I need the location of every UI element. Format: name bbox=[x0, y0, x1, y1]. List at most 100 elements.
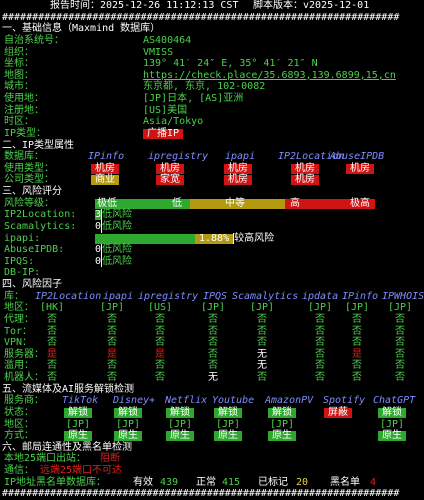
factor-value: 无 bbox=[208, 372, 218, 384]
factor-value: 否 bbox=[315, 313, 325, 325]
risk-level: 极低 bbox=[97, 197, 117, 209]
score-level: 低风险 bbox=[101, 209, 133, 221]
comm-status: 远端25端口不可达 bbox=[40, 465, 123, 477]
factor-value: [JP] bbox=[307, 302, 333, 314]
factor-value: 否 bbox=[315, 348, 325, 360]
section-title: 四、风险因子 bbox=[2, 279, 62, 291]
method-badge: 原生 bbox=[114, 431, 142, 442]
factor-value: 否 bbox=[155, 313, 165, 325]
score-source: IPQS: bbox=[4, 255, 35, 267]
blacklist-count: 439 bbox=[160, 476, 179, 488]
status-badge: 解锁 bbox=[114, 407, 142, 418]
field-value: Asia/Tokyo bbox=[143, 116, 204, 128]
factor-value: 否 bbox=[315, 325, 325, 337]
factor-value: 无 bbox=[257, 360, 267, 372]
factor-value: 否 bbox=[208, 325, 218, 337]
blacklist-label: 有效 bbox=[133, 476, 153, 488]
port-status: 阻断 bbox=[100, 453, 120, 465]
factor-value: 否 bbox=[315, 337, 325, 349]
field-label: 库： bbox=[4, 290, 24, 302]
factor-value: 否 bbox=[315, 360, 325, 372]
factor-value: 是 bbox=[107, 348, 117, 360]
version: v2025-12-01 bbox=[303, 0, 370, 11]
score-source: AbuseIPDB: bbox=[4, 244, 65, 256]
score-level: 低风险 bbox=[101, 220, 133, 233]
factor-value: 否 bbox=[107, 360, 117, 372]
company-badge: 商业 bbox=[91, 175, 119, 186]
status-badge: 解锁 bbox=[378, 407, 406, 418]
score-level: 低风险 bbox=[101, 255, 133, 268]
status-badge: 解锁 bbox=[166, 407, 194, 418]
risk-level: 中等 bbox=[225, 197, 245, 209]
method-badge: 原生 bbox=[268, 431, 296, 442]
report-time-label: 报告时间： bbox=[50, 0, 100, 11]
factor-value: 否 bbox=[257, 325, 267, 337]
factor-value: 否 bbox=[107, 372, 117, 384]
factor-value: 是 bbox=[155, 348, 165, 360]
risk-scale bbox=[190, 198, 285, 209]
field-label: 服务器： bbox=[4, 348, 44, 360]
db-name: AbuseIPDB bbox=[330, 151, 385, 163]
field-label: 使用类型： bbox=[4, 162, 54, 174]
factor-value: 否 bbox=[155, 360, 165, 372]
field-label: 使用地： bbox=[4, 93, 44, 105]
company-badge: 机房 bbox=[291, 175, 319, 186]
factor-value: 否 bbox=[47, 360, 57, 372]
score-level: 低风险 bbox=[101, 244, 133, 256]
method-badge: 原生 bbox=[214, 431, 242, 442]
factor-value: 否 bbox=[352, 325, 362, 337]
score-level: 较高风险 bbox=[233, 232, 275, 245]
factor-value: 否 bbox=[395, 360, 405, 372]
region-value: [JP] bbox=[269, 418, 295, 430]
risk-level: 低 bbox=[172, 197, 182, 209]
field-label: 注册地： bbox=[4, 104, 44, 116]
score-source: IP2Location: bbox=[4, 209, 77, 221]
factor-value: 否 bbox=[257, 372, 267, 384]
factor-value: [JP] bbox=[249, 302, 275, 314]
field-label: 代理： bbox=[4, 313, 34, 325]
status-badge: 解锁 bbox=[268, 407, 296, 418]
blacklist-count: 20 bbox=[296, 476, 309, 488]
provider-name: Disney+ bbox=[113, 395, 156, 407]
db-name: IPinfo bbox=[88, 151, 125, 163]
field-label: IP地址黑名单数据库： bbox=[4, 476, 107, 488]
usage-badge: 机房 bbox=[91, 163, 119, 174]
divider: ########################################… bbox=[2, 488, 400, 500]
method-badge: 原生 bbox=[166, 431, 194, 442]
factor-value: 是 bbox=[352, 348, 362, 360]
factor-value: 否 bbox=[208, 313, 218, 325]
factor-value: 否 bbox=[395, 337, 405, 349]
factor-value: 否 bbox=[395, 372, 405, 384]
factor-value: [JP] bbox=[200, 302, 226, 314]
factor-value: 是 bbox=[47, 348, 57, 360]
field-label: 组织： bbox=[4, 46, 34, 58]
factor-value: 否 bbox=[208, 337, 218, 349]
blacklist-label: 已标记 bbox=[258, 476, 288, 488]
score-source: DB-IP: bbox=[4, 267, 41, 279]
status-badge: 解锁 bbox=[214, 407, 242, 418]
field-value: https://check.place/35.6893,139.6899,15,… bbox=[143, 69, 396, 81]
factor-value: 否 bbox=[352, 313, 362, 325]
ip-type-badge: 广播IP bbox=[143, 128, 184, 139]
risk-scale bbox=[95, 198, 190, 209]
factor-value: 否 bbox=[107, 337, 117, 349]
db-name: IPinfo bbox=[342, 290, 379, 302]
factor-value: 否 bbox=[352, 360, 362, 372]
field-label: 状态： bbox=[4, 406, 34, 418]
risk-scale bbox=[285, 198, 375, 209]
field-label: 地区： bbox=[4, 302, 34, 314]
field-label: 数据库： bbox=[4, 151, 44, 163]
section-title: 二、IP类型属性 bbox=[2, 139, 75, 151]
field-label: VPN： bbox=[4, 337, 33, 349]
field-label: 地区： bbox=[4, 418, 34, 430]
factor-value: [US] bbox=[147, 302, 173, 314]
region-value: [JP] bbox=[115, 418, 141, 430]
db-name: IPWHOIS bbox=[382, 290, 424, 302]
field-label: 公司类型： bbox=[4, 174, 54, 186]
factor-value: 否 bbox=[395, 313, 405, 325]
db-name: IPQS bbox=[203, 290, 228, 302]
field-value: 东京都, 东京, 102-0082 bbox=[143, 81, 266, 93]
field-label: 服务商： bbox=[4, 395, 44, 407]
db-name: IP2Location bbox=[278, 151, 345, 163]
factor-value: 无 bbox=[257, 348, 267, 360]
